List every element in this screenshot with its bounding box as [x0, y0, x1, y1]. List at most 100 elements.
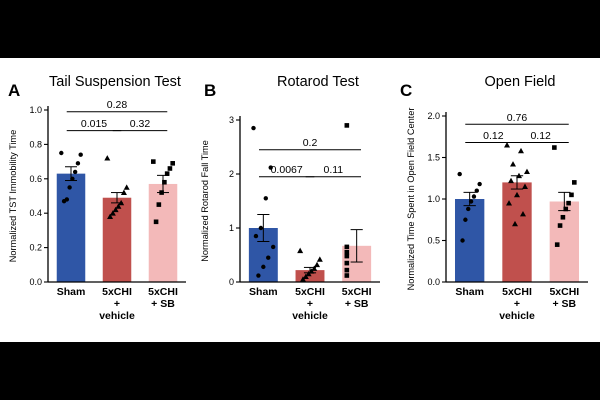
data-point: [156, 202, 162, 207]
data-point: [563, 206, 569, 212]
y-tick-label: 0.8: [29, 139, 42, 149]
y-tick-label: 1.0: [29, 105, 42, 115]
data-point: [344, 267, 350, 273]
bar-3: [148, 183, 178, 282]
data-point: [344, 273, 350, 278]
comparison-p-value: 0.0067: [271, 164, 303, 176]
data-point: [344, 253, 350, 259]
data-point: [314, 261, 321, 268]
panel-letter: A: [8, 81, 20, 100]
data-point: [344, 244, 350, 250]
y-tick-label: 0.5: [427, 236, 440, 246]
chart-title: Rotarod Test: [277, 74, 359, 90]
data-point: [474, 188, 479, 193]
panel-letter: B: [204, 81, 216, 100]
data-point: [305, 270, 312, 277]
y-tick-label: 0.0: [29, 277, 42, 287]
data-point: [521, 183, 528, 189]
data-point: [256, 273, 261, 278]
x-category-label: +: [114, 298, 120, 310]
data-point: [263, 196, 268, 201]
x-category-label: 5xCHI: [148, 286, 178, 298]
chart-panel-b: B Rotarod Test Normalized Rotarod Fall Tim…: [200, 74, 380, 322]
data-point: [463, 217, 468, 222]
data-point: [466, 206, 471, 212]
data-point: [504, 142, 511, 148]
data-point: [61, 198, 67, 204]
data-point: [514, 191, 520, 198]
data-point: [519, 210, 526, 217]
data-point: [316, 256, 323, 262]
chart-title: Open Field: [485, 74, 556, 90]
figure-panel: A Tail Suspension Test Normalized TST Immo…: [0, 58, 600, 342]
data-point: [70, 176, 75, 181]
x-category-label: 5xCHI: [102, 286, 132, 298]
data-point: [554, 242, 560, 247]
data-point: [344, 260, 350, 266]
data-point: [508, 177, 515, 184]
data-point: [560, 214, 566, 220]
data-point: [167, 166, 173, 171]
data-point: [120, 189, 127, 195]
data-point: [251, 125, 256, 131]
data-point: [297, 247, 304, 254]
data-point: [471, 194, 477, 199]
data-point: [78, 152, 83, 157]
x-category-label: +: [514, 298, 520, 310]
data-point: [115, 203, 122, 209]
x-category-label: + SB: [151, 298, 175, 310]
comparison-p-value: 0.11: [323, 164, 343, 176]
y-tick-label: 1: [229, 223, 234, 233]
data-point: [517, 147, 524, 154]
y-axis-label: Normalized Rotarod Fall Time: [200, 140, 210, 262]
data-point: [268, 165, 273, 170]
chart-panel-c: C Open Field Normalized Time Spent in Open…: [400, 74, 588, 322]
data-point: [170, 161, 175, 166]
x-category-label: 5xCHI: [295, 286, 325, 298]
data-point: [572, 180, 577, 185]
comparison-p-value: 0.015: [81, 118, 107, 130]
x-category-label: Sham: [249, 286, 278, 298]
data-point: [109, 210, 116, 216]
comparison-p-value: 0.2: [303, 137, 318, 149]
chart-panel-a: A Tail Suspension Test Normalized TST Immo…: [8, 74, 186, 322]
y-tick-label: 1.5: [427, 153, 440, 163]
y-tick-label: 0.2: [29, 243, 42, 253]
data-point: [67, 185, 72, 190]
x-category-label: +: [307, 298, 313, 310]
data-point: [457, 171, 462, 177]
y-tick-label: 3: [229, 115, 234, 125]
data-point: [118, 199, 125, 206]
data-point: [557, 223, 563, 228]
y-axis-label: Normalized TST Immobility Time: [8, 130, 18, 262]
data-point: [515, 172, 522, 179]
data-point: [151, 159, 156, 164]
data-point: [523, 168, 530, 175]
data-point: [270, 244, 276, 250]
bar-1: [56, 173, 86, 282]
x-category-label: vehicle: [99, 310, 135, 322]
comparison-p-value: 0.32: [130, 118, 151, 130]
data-point: [311, 265, 318, 271]
comparison-p-value: 0.76: [507, 112, 528, 124]
data-point: [460, 238, 465, 243]
bar-3: [549, 201, 580, 282]
bar-2: [502, 182, 532, 282]
panel-letter: C: [400, 81, 412, 100]
x-category-label: vehicle: [499, 310, 535, 322]
y-tick-label: 0.6: [29, 174, 42, 184]
data-point: [164, 171, 170, 176]
data-point: [302, 273, 309, 279]
data-point: [59, 150, 64, 156]
data-point: [552, 145, 557, 150]
data-point: [512, 220, 519, 227]
x-category-label: Sham: [455, 286, 484, 298]
comparison-p-value: 0.12: [483, 130, 504, 142]
y-tick-label: 0.0: [427, 277, 440, 287]
y-tick-label: 0.4: [29, 208, 42, 218]
data-point: [159, 190, 164, 195]
y-tick-label: 1.0: [427, 194, 440, 204]
x-category-label: + SB: [345, 298, 369, 310]
x-category-label: 5xCHI: [502, 286, 532, 298]
data-point: [153, 219, 159, 225]
